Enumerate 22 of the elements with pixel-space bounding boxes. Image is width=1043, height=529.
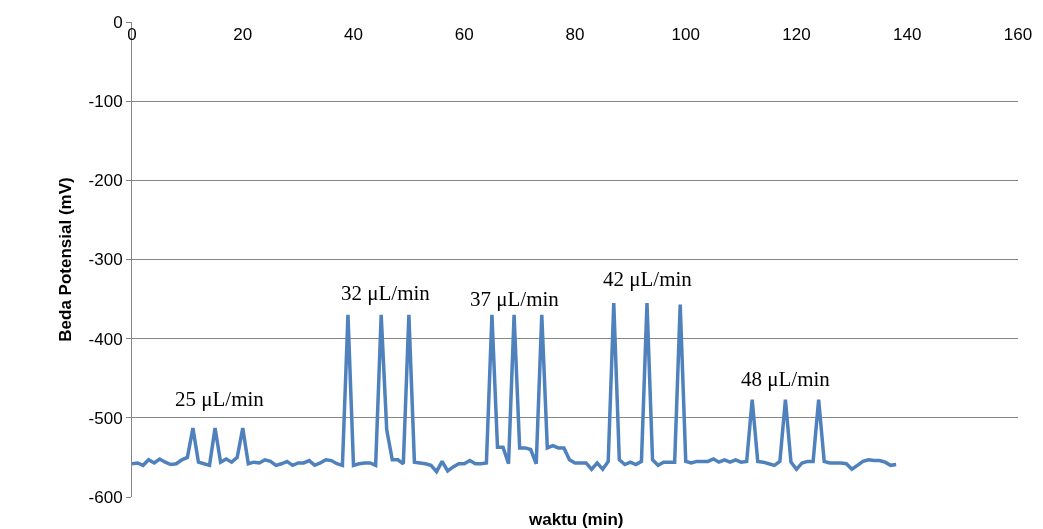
x-tick-label: 80 xyxy=(565,25,585,44)
y-tick-label: -300 xyxy=(88,250,123,270)
annotation: 25 μL/min xyxy=(175,387,265,411)
y-axis-title: Beda Potensial (mV) xyxy=(56,177,76,342)
x-tick-label: 120 xyxy=(782,25,811,44)
x-tick-label: 60 xyxy=(454,25,474,44)
annotation: 32 μL/min xyxy=(341,281,431,305)
x-tick-label: 40 xyxy=(344,25,363,44)
y-tick-label: -100 xyxy=(88,92,123,112)
x-tick-label: 100 xyxy=(671,25,700,44)
y-tick-label: -200 xyxy=(88,171,123,191)
x-tick-label: 20 xyxy=(233,25,253,44)
y-tick-label: -500 xyxy=(88,408,123,428)
x-axis-title: waktu (min) xyxy=(528,510,624,529)
x-tick-label: 160 xyxy=(1003,25,1033,44)
y-tick-label: -400 xyxy=(88,329,123,349)
annotation: 37 μL/min xyxy=(470,287,560,311)
x-tick-label: 140 xyxy=(893,25,922,44)
y-tick-label: -600 xyxy=(88,487,123,507)
annotation: 42 μL/min xyxy=(603,267,693,291)
x-tick-label: 0 xyxy=(127,25,137,44)
annotation: 48 μL/min xyxy=(741,367,831,391)
